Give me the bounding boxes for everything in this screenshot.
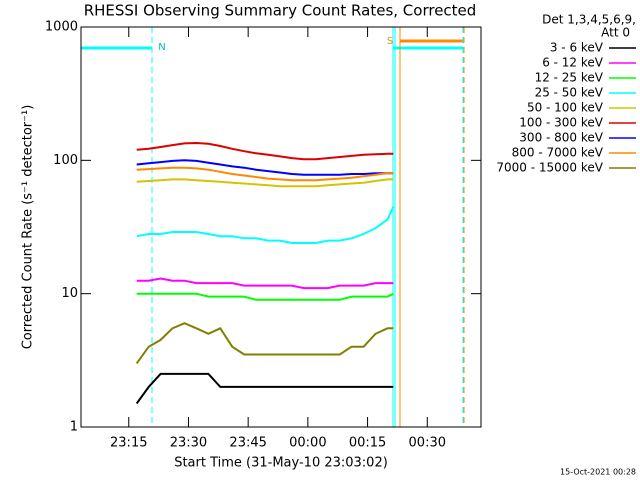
plot-frame [80,26,482,428]
series-line [136,206,395,244]
chart-title: RHESSI Observing Summary Count Rates, Co… [84,2,477,20]
series-line [136,141,394,161]
x-tick-label: 00:00 [289,436,326,451]
legend-label: 50 - 100 keV [527,101,604,115]
y-tick-label: 1000 [45,20,78,35]
footer: 15-Oct-2021 00:28 [560,468,636,477]
x-axis-label: Start Time (31-May-10 23:03:02) [174,456,388,471]
legend-label: 7000 - 15000 keV [496,161,603,175]
legend-label: 800 - 7000 keV [512,146,604,160]
legend-label: 6 - 12 keV [542,56,604,70]
y-axis-label: Corrected Count Rate (s⁻¹ detector⁻¹) [21,105,36,350]
series-line [136,178,394,188]
legend-header: Att 0 [601,26,630,40]
legend-label: 25 - 50 keV [535,86,604,100]
x-tick-label: 23:30 [170,436,207,451]
annotation: S [387,36,393,47]
x-tick-label: 23:45 [229,436,266,451]
y-tick-label: 100 [53,153,78,168]
series-line [135,322,394,364]
legend-label: 100 - 300 keV [519,116,603,130]
series-line [135,372,394,405]
legend-header: Det 1,3,4,5,6,9, [542,13,636,27]
annotation: N [158,42,165,53]
series-line [136,159,394,176]
x-tick-label: 23:15 [110,436,147,451]
legend-label: 12 - 25 keV [535,71,604,85]
x-tick-label: 00:30 [409,436,446,451]
x-tick-label: 00:15 [349,436,386,451]
series-line [136,277,394,290]
series-line [136,292,394,301]
series-line [136,166,394,182]
y-tick-label: 10 [61,286,78,301]
y-tick-label: 1 [70,420,78,435]
legend-label: 3 - 6 keV [550,41,604,55]
legend-label: 300 - 800 keV [519,131,603,145]
